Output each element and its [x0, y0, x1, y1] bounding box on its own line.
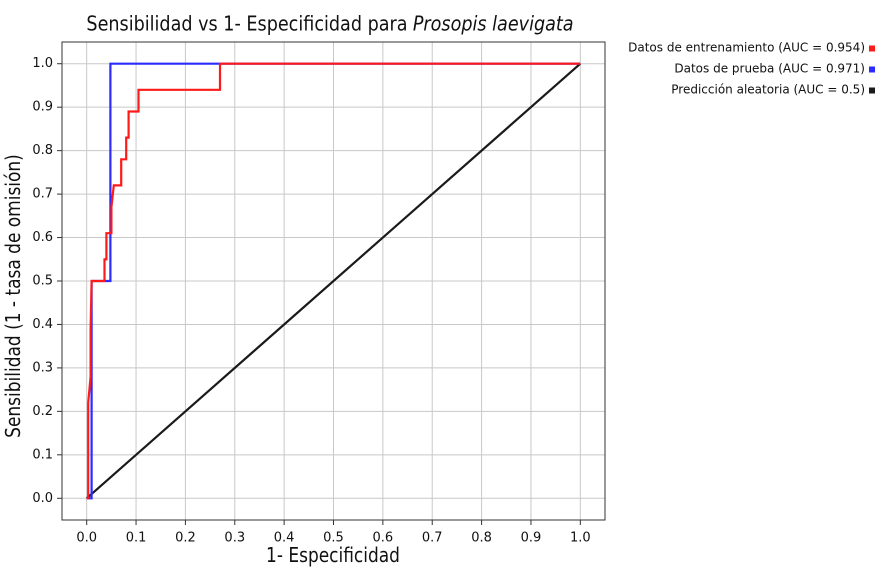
y-tick-label: 0.2: [32, 404, 53, 419]
legend-label: Datos de entrenamiento (AUC = 0.954): [628, 41, 865, 55]
y-tick-label: 0.8: [32, 143, 53, 158]
x-tick-label: 0.2: [175, 531, 196, 546]
title-main: Sensibilidad vs 1- Especificidad para: [86, 13, 407, 35]
x-tick-label: 0.5: [323, 531, 344, 546]
legend-swatch: [869, 45, 875, 52]
title-species: Prosopis laevigata: [413, 13, 574, 35]
x-tick-label: 0.8: [471, 531, 492, 546]
x-tick-label: 0.4: [274, 531, 295, 546]
legend-label: Datos de prueba (AUC = 0.971): [674, 62, 865, 76]
legend-swatch: [869, 66, 875, 73]
y-tick-label: 0.5: [32, 274, 53, 289]
y-axis-label: Sensibilidad (1 - tasa de omisión): [3, 154, 26, 438]
x-tick-label: 1.0: [570, 531, 591, 546]
y-tick-label: 0.7: [32, 187, 53, 202]
roc-line: [86, 62, 581, 500]
x-tick-label: 0.9: [521, 531, 542, 546]
legend-swatch: [869, 87, 875, 94]
y-tick-label: 0.1: [32, 447, 53, 462]
y-tick-label: 0.4: [32, 317, 53, 332]
x-axis-label: 1- Especificidad: [266, 545, 400, 568]
chart-title: Sensibilidad vs 1- Especificidad para Pro…: [86, 13, 573, 35]
x-tick-label: 0.7: [422, 531, 443, 546]
y-tick-label: 0.3: [32, 360, 53, 375]
plot-frame: [61, 41, 606, 521]
x-tick-label: 0.1: [126, 531, 147, 546]
y-tick-label: 0.6: [32, 230, 53, 245]
x-tick-label: 0.0: [76, 531, 97, 546]
x-tick-label: 0.3: [224, 531, 245, 546]
x-tick-label: 0.6: [373, 531, 394, 546]
y-tick-label: 0.9: [32, 100, 53, 115]
y-tick-label: 0.0: [32, 491, 53, 506]
y-tick-label: 1.0: [32, 56, 53, 71]
roc-line: [85, 62, 582, 500]
legend-label: Predicción aleatoria (AUC = 0.5): [671, 83, 865, 97]
